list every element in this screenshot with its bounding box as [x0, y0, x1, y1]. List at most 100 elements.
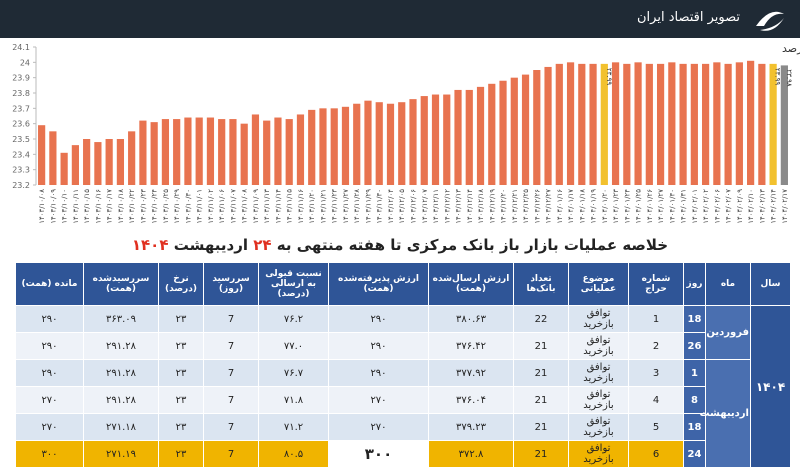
x-tick-label: ۱۴۰۳/۱۰/۲۲ [128, 189, 136, 224]
column-header: نرخ (درصد) [158, 262, 204, 306]
bar [578, 63, 586, 185]
table-cell: ۲۹۰ [15, 359, 84, 387]
header-row: سال ماه روز شماره حراج موضوع عملیاتی تعداد با… [15, 262, 791, 306]
table-cell: ۲۳ [158, 359, 204, 387]
title-day: ۲۴ [253, 236, 272, 254]
x-tick-label: ۱۴۰۳/۱۱/۰۱ [196, 189, 204, 224]
table-cell: 18 [683, 305, 706, 333]
chart: نرخ بهره بین بانکی تا هفته منتهی به ۱۷ ا… [12, 42, 800, 224]
table-cell: ۲۳ [158, 413, 204, 441]
title-text: خلاصه عملیات بازار باز بانک مرکزی تا هفت… [276, 236, 669, 254]
bar [521, 74, 530, 185]
bar [713, 62, 721, 185]
table-cell: ۲۷۰ [15, 413, 84, 441]
x-tick-label: ۱۴۰۴/۰۱/۲۶ [646, 189, 654, 224]
column-header: ماه [705, 262, 751, 306]
table-cell: 7 [203, 305, 259, 333]
x-tick-label: ۱۴۰۳/۱۱/۰۷ [229, 189, 237, 224]
table-cell: ۷۶.۷ [258, 359, 329, 387]
table-cell: 21 [513, 359, 569, 387]
table-cell: توافق بازخرید [568, 332, 629, 360]
x-tick-label: ۱۴۰۴/۰۲/۰۲ [702, 189, 710, 224]
x-tick-label: ۱۴۰۴/۰۱/۱۹ [590, 189, 598, 224]
table-cell: 7 [203, 386, 259, 414]
table-cell: ۲۷۱.۱۸ [83, 413, 159, 441]
column-header: تعداد بانک‌ها [513, 262, 569, 306]
bar [735, 62, 743, 185]
x-tick-label: ۱۴۰۳/۱۲/۰۶ [410, 189, 418, 224]
x-tick-label: ۱۴۰۳/۱۲/۱۱ [432, 189, 440, 224]
table-row: 8 4 توافق بازخرید 21 ۳۷۶.۰۴ ۲۷۰ ۷۱.۸ 7 ۲۳ ۲۹۱.۲۸ ۲… [15, 386, 791, 414]
bar [341, 106, 350, 185]
x-tick-label: ۱۴۰۴/۰۲/۱۷ [781, 189, 789, 224]
bar [623, 63, 631, 185]
table-cell: توافق بازخرید [568, 359, 629, 387]
bar [701, 63, 710, 185]
table-row: 18 5 توافق بازخرید 21 ۳۷۹.۲۳ ۲۷۰ ۷۱.۲ 7 ۲۳ ۲۷۱.۱۸… [15, 413, 791, 441]
x-tick-label: ۱۴۰۳/۱۰/۳۰ [184, 189, 192, 224]
x-tick-label: ۱۴۰۳/۱۰/۲۵ [162, 189, 170, 224]
bar [285, 119, 293, 185]
table-cell: 22 [513, 305, 569, 333]
table-cell: ۲۳ [158, 305, 204, 333]
bar [398, 102, 406, 185]
x-tick-label: ۱۴۰۳/۱۱/۲۰ [308, 189, 316, 224]
bar [308, 109, 316, 185]
bar [49, 131, 57, 185]
y-tick-label: 24 [20, 58, 30, 67]
y-tick-label: 23.9 [12, 74, 30, 83]
x-tick-label: ۱۴۰۳/۱۰/۰۸ [38, 189, 46, 224]
table-cell: ۳۷۶.۰۴ [428, 386, 514, 414]
bar [83, 139, 91, 185]
table-cell: 3 [628, 359, 684, 387]
x-tick-label: ۱۴۰۳/۱۱/۲۷ [342, 189, 350, 224]
table-cell: 21 [513, 440, 569, 468]
table-cell: توافق بازخرید [568, 440, 629, 468]
table-cell: ۷۷.۰ [258, 332, 329, 360]
table-title: خلاصه عملیات بازار باز بانک مرکزی تا هفت… [0, 236, 800, 254]
bar [420, 96, 428, 185]
bar [488, 83, 496, 185]
table-cell: ۲۳ [158, 440, 204, 468]
bar [634, 62, 642, 185]
x-tick-label: ۱۴۰۳/۱۰/۱۸ [117, 189, 125, 224]
table-cell: ۷۱.۲ [258, 413, 329, 441]
x-tick-label: ۱۴۰۳/۱۰/۲۴ [151, 189, 159, 224]
table-cell: 7 [203, 332, 259, 360]
table-cell: 18 [683, 413, 706, 441]
x-tick-label: ۱۴۰۳/۱۰/۱۰ [61, 189, 69, 224]
table-cell: ۸۰.۵ [258, 440, 329, 468]
x-tick-label: ۱۴۰۳/۱۲/۰۴ [387, 189, 395, 224]
value-label: ۲۳.۹۹ [774, 68, 782, 86]
table-cell: توافق بازخرید [568, 386, 629, 414]
table-cell: 7 [203, 440, 259, 468]
table-cell: 21 [513, 332, 569, 360]
x-tick-label: ۱۴۰۴/۰۱/۳۰ [668, 189, 676, 224]
title-year: ۱۴۰۴ [131, 236, 169, 254]
bar [229, 119, 237, 185]
y-tick-label: 24.1 [12, 43, 30, 52]
x-tick-label: ۱۴۰۳/۱۰/۱۷ [106, 189, 114, 224]
column-header: شماره حراج [628, 262, 684, 306]
table-cell: ۷۶.۲ [258, 305, 329, 333]
x-tick-label: ۱۴۰۳/۱۱/۰۲ [207, 189, 215, 224]
table-row: ۱۴۰۴ فروردین 18 1 توافق بازخرید 22 ۳۸۰.۶۳ ۲۹۰ ۷۶… [15, 305, 791, 468]
x-tick-label: ۱۴۰۳/۱۲/۲۰ [500, 189, 508, 224]
table-row: 24 6 توافق بازخرید 21 ۳۷۲.۸ ۳۰۰ ۸۰.۵ 7 ۲۳ ۲۷۱.۱۹ ۳… [15, 440, 791, 468]
table-row: اردیبهشت 1 3 توافق بازخرید 21 ۳۷۷.۹۲ ۲۹۰ ۷۶.۷ 7 ۲… [15, 359, 791, 468]
table-cell: توافق بازخرید [568, 413, 629, 441]
bar [724, 63, 732, 185]
header-bar: تصویر اقتصاد ایران [0, 0, 800, 38]
bar [600, 63, 608, 185]
x-tick-label: ۱۴۰۳/۱۰/۲۹ [173, 189, 181, 224]
x-tick-label: ۱۴۰۳/۱۱/۱۳ [263, 189, 271, 224]
x-tick-label: ۱۴۰۳/۱۲/۲۶ [533, 189, 541, 224]
x-tick-label: ۱۴۰۳/۱۰/۱۶ [94, 189, 102, 224]
table-cell: 21 [513, 413, 569, 441]
bar [656, 63, 665, 185]
table-cell: ۳۸۰.۶۳ [428, 305, 514, 333]
brand: تصویر اقتصاد ایران [637, 10, 740, 25]
bar [71, 145, 79, 185]
table-cell: 1 [628, 305, 684, 333]
table-cell: ۲۹۰ [15, 332, 84, 360]
